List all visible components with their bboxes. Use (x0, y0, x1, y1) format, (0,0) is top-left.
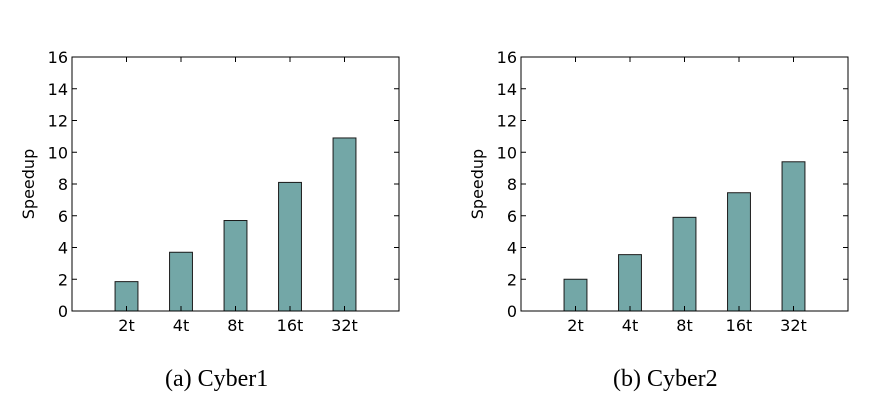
y-tick-label: 12 (497, 112, 517, 131)
bar-4t (618, 254, 642, 312)
y-tick-label: 4 (507, 239, 517, 258)
y-axis-label: Speedup (468, 149, 487, 219)
y-tick-label: 0 (507, 302, 517, 321)
y-tick-label: 16 (497, 48, 517, 67)
y-tick-label: 0 (58, 302, 68, 321)
bar-8t (223, 220, 248, 312)
x-tick-label-32t: 32t (331, 316, 358, 335)
bar-8t (672, 216, 697, 312)
y-tick-label: 14 (48, 80, 68, 99)
x-tick-label-16t: 16t (277, 316, 304, 335)
y-tick-label: 16 (48, 48, 68, 67)
y-tick-label: 14 (497, 80, 517, 99)
y-tick-label: 12 (48, 112, 68, 131)
x-tick-label-4t: 4t (622, 316, 638, 335)
chart-cyber2: 0 2 4 6 8 10 12 14 16 2t 4t 8t 16t 32t Speedup (468, 48, 849, 335)
y-tick-label: 6 (58, 207, 68, 226)
y-tick-label: 10 (497, 143, 517, 162)
chart-cyber1: 0 2 4 6 8 10 12 14 16 2t 4t 8t 16t 32t Speedup (19, 48, 400, 335)
y-tick-label: 4 (58, 239, 68, 258)
y-tick-label: 8 (58, 175, 68, 194)
x-tick-label-2t: 2t (567, 316, 583, 335)
x-tick-label-32t: 32t (780, 316, 807, 335)
charts-canvas: 0 2 4 6 8 10 12 14 16 2t 4t 8t 16t 32t Speedup 0 2 4 6 8 10… (19, 48, 849, 335)
y-tick-label: 8 (507, 175, 517, 194)
x-tick-label-16t: 16t (726, 316, 753, 335)
x-tick-label-2t: 2t (118, 316, 134, 335)
bar-16t (278, 181, 302, 312)
caption-cyber1: (a) Cyber1 (165, 366, 269, 392)
bar-4t (169, 251, 193, 312)
y-tick-label: 2 (58, 270, 68, 289)
bar-32t (781, 161, 806, 312)
x-tick-label-8t: 8t (227, 316, 243, 335)
y-tick-label: 10 (48, 143, 68, 162)
bar-32t (332, 137, 357, 312)
x-tick-label-8t: 8t (676, 316, 692, 335)
x-tick-label-4t: 4t (173, 316, 189, 335)
caption-cyber2: (b) Cyber2 (613, 366, 718, 392)
y-tick-label: 6 (507, 207, 517, 226)
y-axis-label: Speedup (19, 149, 38, 219)
bar-16t (727, 192, 751, 312)
y-tick-label: 2 (507, 270, 517, 289)
